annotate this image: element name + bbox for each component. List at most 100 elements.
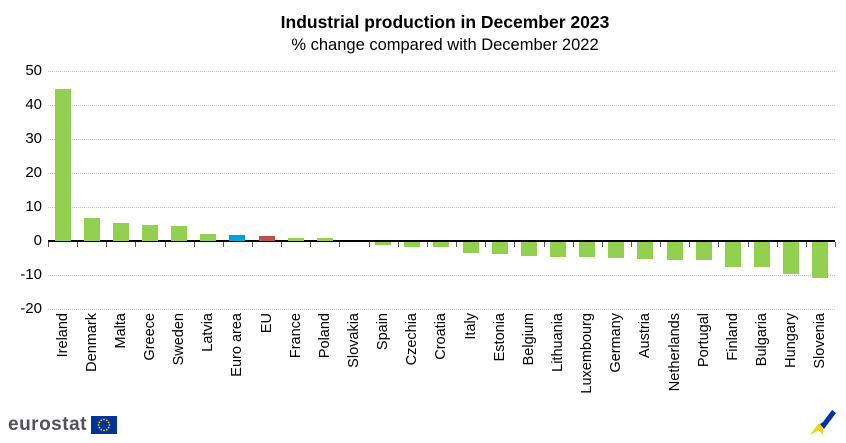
- chart-title: Industrial production in December 2023: [280, 12, 610, 32]
- trend-line-icon: [806, 408, 840, 443]
- bar-slot: [369, 71, 398, 309]
- x-label-cell: Germany: [602, 313, 631, 394]
- eu-flag-stars: [97, 418, 111, 432]
- x-axis-tick: [397, 242, 399, 247]
- bar-ireland: [54, 89, 71, 241]
- gridline-20: [48, 173, 835, 174]
- bar-sweden: [171, 226, 188, 241]
- x-axis-label: Ireland: [54, 313, 71, 358]
- bar-denmark: [83, 217, 100, 241]
- x-label-cell: Belgium: [514, 313, 543, 394]
- x-axis-label: Euro area: [229, 313, 246, 377]
- plot-area: [48, 71, 836, 310]
- x-label-cell: Greece: [135, 313, 164, 394]
- x-label-cell: Lithuania: [543, 313, 572, 394]
- x-axis-tick: [572, 242, 574, 247]
- bar-slot: [631, 71, 660, 309]
- bar-bulgaria: [753, 242, 770, 268]
- x-label-cell: Finland: [718, 313, 747, 394]
- bar-slot: [427, 71, 456, 309]
- x-axis-tick: [543, 242, 545, 247]
- bar-portugal: [695, 242, 712, 261]
- x-label-cell: Ireland: [48, 313, 77, 394]
- eurostat-logo-text: eurostat: [8, 414, 87, 435]
- bar-czechia: [404, 242, 421, 247]
- gridline-10: [48, 207, 835, 208]
- bar-slot: [514, 71, 543, 309]
- x-axis-label: Malta: [112, 313, 129, 349]
- gridline-30: [48, 139, 835, 140]
- bar-slot: [339, 71, 368, 309]
- x-axis-label: France: [287, 313, 304, 359]
- x-axis-label: Sweden: [171, 313, 188, 366]
- bar-slot: [602, 71, 631, 309]
- x-axis-label: Croatia: [433, 313, 450, 360]
- bar-slot: [48, 71, 77, 309]
- x-axis-tick: [718, 242, 720, 247]
- bar-slot: [573, 71, 602, 309]
- x-axis-label: Poland: [316, 313, 333, 359]
- x-axis-tick: [77, 242, 79, 247]
- bar-series: [48, 71, 835, 309]
- bar-eu: [258, 235, 275, 241]
- bar-france: [287, 237, 304, 241]
- bar-hungary: [783, 242, 800, 274]
- x-axis-tick: [164, 242, 166, 247]
- x-label-cell: Netherlands: [660, 313, 689, 394]
- gridline-50: [48, 71, 835, 72]
- bar-italy: [462, 242, 479, 253]
- x-axis-label: Slovakia: [345, 313, 362, 368]
- y-axis-label: 30: [25, 130, 42, 147]
- bar-finland: [724, 242, 741, 268]
- y-axis-label: 0: [33, 232, 42, 249]
- x-axis-tick: [601, 242, 603, 247]
- bar-slovenia: [812, 242, 829, 278]
- x-axis-line: [48, 240, 835, 242]
- bar-slot: [689, 71, 718, 309]
- bar-netherlands: [666, 242, 683, 260]
- x-axis-label: Netherlands: [666, 313, 683, 392]
- x-label-cell: Spain: [369, 313, 398, 394]
- x-axis-label: Latvia: [200, 313, 217, 352]
- x-axis-tick: [193, 242, 195, 247]
- bar-latvia: [200, 233, 217, 241]
- bar-greece: [141, 225, 158, 241]
- x-label-cell: Czechia: [398, 313, 427, 394]
- x-axis-tick: [368, 242, 370, 247]
- x-label-cell: Malta: [106, 313, 135, 394]
- bar-slot: [135, 71, 164, 309]
- x-axis-tick: [689, 242, 691, 247]
- bar-belgium: [520, 242, 537, 257]
- x-axis-tick: [456, 242, 458, 247]
- x-axis-tick: [514, 242, 516, 247]
- x-axis-tick: [106, 242, 108, 247]
- bar-croatia: [433, 242, 450, 248]
- bar-slot: [806, 71, 835, 309]
- x-axis-tick: [805, 242, 807, 247]
- y-axis-label: 50: [25, 62, 42, 79]
- x-axis-tick: [310, 242, 312, 247]
- bar-slot: [106, 71, 135, 309]
- x-axis-label: Slovenia: [812, 313, 829, 369]
- trend-icon-blue-stroke: [820, 410, 836, 429]
- bar-austria: [637, 242, 654, 259]
- bar-lithuania: [549, 242, 566, 257]
- gridline--20: [48, 309, 835, 310]
- x-label-cell: Latvia: [194, 313, 223, 394]
- x-axis-label: Greece: [141, 313, 158, 361]
- x-axis-tick: [426, 242, 428, 247]
- x-axis-label: Finland: [724, 313, 741, 361]
- x-label-cell: Sweden: [165, 313, 194, 394]
- x-axis-label: Czechia: [404, 313, 421, 366]
- bar-malta: [112, 223, 129, 241]
- x-label-cell: EU: [252, 313, 281, 394]
- x-axis-tick: [630, 242, 632, 247]
- x-axis-label: Austria: [637, 313, 654, 359]
- bar-slot: [194, 71, 223, 309]
- x-axis-tick: [222, 242, 224, 247]
- x-axis-tick: [48, 242, 49, 247]
- x-label-cell: Slovenia: [806, 313, 835, 394]
- bar-slot: [718, 71, 747, 309]
- x-axis-tick: [660, 242, 662, 247]
- chart-subtitle: % change compared with December 2022: [291, 36, 599, 54]
